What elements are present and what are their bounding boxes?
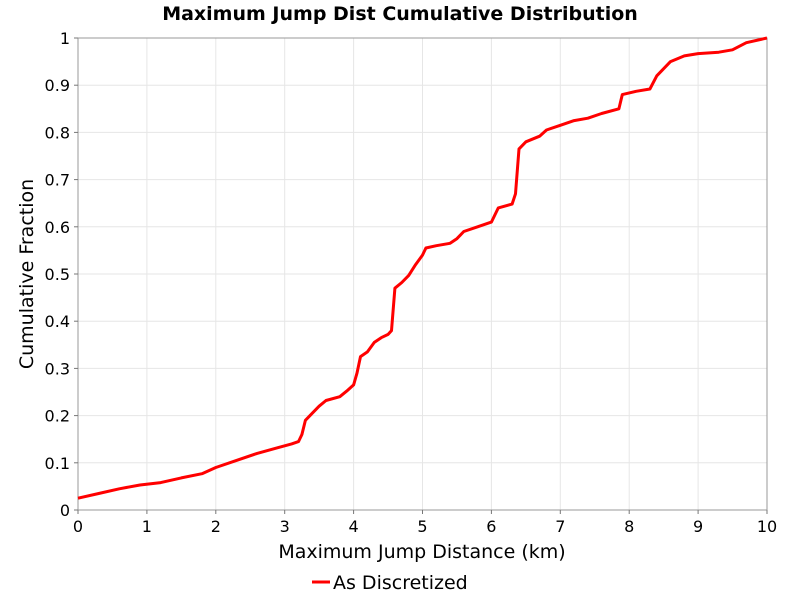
x-tick-label: 0 [73, 517, 83, 536]
chart-title: Maximum Jump Dist Cumulative Distributio… [162, 3, 638, 25]
x-axis-ticks: 0 1 2 3 4 5 6 7 8 9 10 [73, 510, 777, 536]
x-tick-label: 1 [142, 517, 152, 536]
y-tick-label: 0.5 [45, 265, 70, 284]
x-tick-label: 4 [349, 517, 359, 536]
x-tick-label: 3 [280, 517, 290, 536]
grid-lines [77, 37, 768, 511]
x-tick-label: 6 [486, 517, 496, 536]
series-line-as-discretized [77, 36, 768, 500]
y-tick-label: 0.9 [45, 76, 70, 95]
y-tick-label: 0.7 [45, 171, 70, 190]
x-tick-label: 10 [757, 517, 777, 536]
y-axis-ticks: 0 0.1 0.2 0.3 0.4 0.5 0.6 0.7 0.8 0.9 1 [45, 29, 78, 520]
y-tick-label: 0 [60, 501, 70, 520]
legend-label-as-discretized: As Discretized [333, 572, 468, 594]
y-tick-label: 0.8 [45, 123, 70, 142]
x-tick-label: 9 [693, 517, 703, 536]
y-tick-label: 1 [60, 29, 70, 48]
x-tick-label: 8 [624, 517, 634, 536]
x-tick-label: 5 [417, 517, 427, 536]
y-tick-label: 0.3 [45, 359, 70, 378]
y-tick-label: 0.2 [45, 407, 70, 426]
x-tick-label: 2 [211, 517, 221, 536]
x-tick-label: 7 [555, 517, 565, 536]
y-tick-label: 0.1 [45, 454, 70, 473]
y-axis-label: Cumulative Fraction [16, 179, 38, 369]
legend: As Discretized [312, 572, 468, 594]
y-tick-label: 0.4 [45, 312, 70, 331]
x-axis-label: Maximum Jump Distance (km) [278, 541, 565, 563]
y-tick-label: 0.6 [45, 218, 70, 237]
